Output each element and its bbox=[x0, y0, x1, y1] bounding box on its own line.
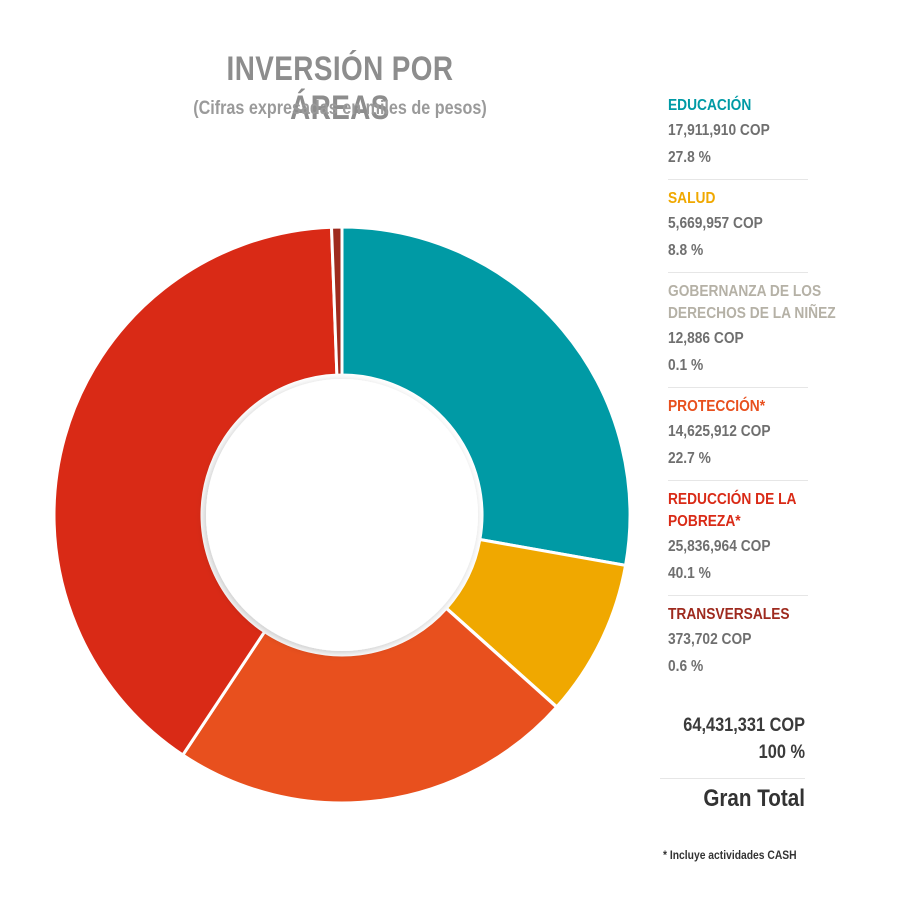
legend-name-line: REDUCCIÓN DE LA bbox=[668, 491, 797, 508]
legend-item: SALUD 5,669,957 COP 8.8 % bbox=[668, 188, 808, 273]
footnote: * Incluye actividades CASH bbox=[663, 848, 797, 862]
chart-title: INVERSIÓN POR ÁREAS bbox=[226, 50, 454, 127]
legend-name-line: EDUCACIÓN bbox=[668, 97, 752, 114]
legend-percent: 27.8 % bbox=[668, 149, 711, 166]
legend-name: PROTECCIÓN* bbox=[668, 396, 788, 418]
legend-name: TRANSVERSALES bbox=[668, 604, 790, 626]
legend-item: GOBERNANZA DE LOS DERECHOS DE LA NIÑEZ 12,… bbox=[668, 281, 836, 388]
total-divider bbox=[660, 778, 805, 779]
legend-value: 25,836,964 COP bbox=[668, 538, 771, 555]
donut-slice bbox=[52, 225, 339, 757]
donut-hole bbox=[206, 379, 478, 651]
total-percent: 100 % bbox=[758, 742, 805, 763]
legend-percent: 0.6 % bbox=[668, 658, 704, 675]
donut-slice bbox=[340, 225, 632, 567]
legend-name: SALUD bbox=[668, 188, 788, 210]
legend-value: 12,886 COP bbox=[668, 330, 744, 347]
total-value: 64,431,331 COP bbox=[683, 715, 805, 736]
legend-percent: 22.7 % bbox=[668, 450, 711, 467]
legend-percent: 0.1 % bbox=[668, 357, 704, 374]
donut-slices bbox=[52, 225, 632, 805]
donut-chart bbox=[52, 225, 632, 805]
grand-total: 64,431,331 COP 100 % Gran Total bbox=[660, 712, 805, 819]
legend-name: GOBERNANZA DE LOS DERECHOS DE LA NIÑEZ bbox=[668, 281, 836, 325]
legend-name-line: GOBERNANZA DE LOS bbox=[668, 283, 822, 300]
legend-item: TRANSVERSALES 373,702 COP 0.6 % bbox=[668, 604, 808, 688]
legend-value: 17,911,910 COP bbox=[668, 122, 770, 139]
legend-name: REDUCCIÓN DE LA POBREZA* bbox=[668, 489, 797, 533]
chart-subtitle: (Cifras expresadas en miles de pesos) bbox=[193, 98, 487, 119]
donut-slice bbox=[330, 225, 344, 377]
legend-item: EDUCACIÓN 17,911,910 COP 27.8 % bbox=[668, 95, 808, 180]
legend-item: PROTECCIÓN* 14,625,912 COP 22.7 % bbox=[668, 396, 808, 481]
legend-percent: 8.8 % bbox=[668, 242, 704, 259]
legend-name: EDUCACIÓN bbox=[668, 95, 788, 117]
legend-name-line: POBREZA* bbox=[668, 513, 741, 530]
legend-value: 373,702 COP bbox=[668, 631, 752, 648]
legend-name-line: DERECHOS DE LA NIÑEZ bbox=[668, 305, 836, 322]
legend-name-line: PROTECCIÓN* bbox=[668, 398, 766, 415]
legend-percent: 40.1 % bbox=[668, 565, 711, 582]
donut-slice bbox=[181, 606, 559, 805]
legend-name-line: TRANSVERSALES bbox=[668, 606, 790, 623]
legend-name-line: SALUD bbox=[668, 190, 716, 207]
total-label: Gran Total bbox=[703, 785, 805, 812]
legend: EDUCACIÓN 17,911,910 COP 27.8 % SALUD 5,669,… bbox=[668, 95, 868, 696]
legend-value: 5,669,957 COP bbox=[668, 215, 763, 232]
legend-item: REDUCCIÓN DE LA POBREZA* 25,836,964 COP 40.… bbox=[668, 489, 808, 596]
legend-value: 14,625,912 COP bbox=[668, 423, 771, 440]
